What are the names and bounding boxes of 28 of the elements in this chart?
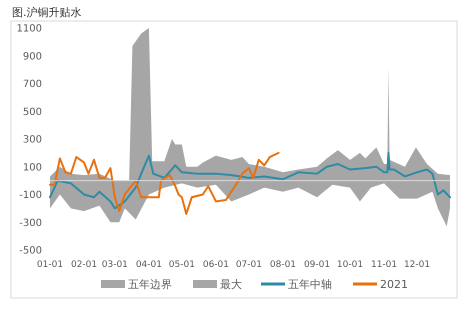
y-tick-label: -500 <box>19 246 42 256</box>
line-series <box>49 152 280 215</box>
legend-label: 五年边界 <box>128 278 172 291</box>
x-tick-label: 02-01 <box>70 260 98 270</box>
x-tick-label: 04-01 <box>136 260 162 270</box>
x-tick-label: 07-01 <box>236 260 262 270</box>
legend-label: 2021 <box>380 278 408 291</box>
x-tick-label: 10-01 <box>336 260 364 270</box>
legend-label: 五年中轴 <box>288 278 332 291</box>
x-tick-label: 03-01 <box>102 260 128 270</box>
chart-title: 图.沪铜升贴水 <box>12 6 82 19</box>
y-tick-label: 100 <box>22 162 42 174</box>
legend-label: 最大 <box>220 278 242 291</box>
y-tick-label: 500 <box>22 106 42 118</box>
x-tick-label: 05-01 <box>168 260 195 270</box>
y-tick-label: 1100 <box>16 24 42 34</box>
x-tick-label: 11-01 <box>370 260 398 270</box>
x-tick-label: 06-01 <box>202 260 230 270</box>
y-tick-label: 700 <box>22 79 42 90</box>
x-tick-label: 12-01 <box>404 260 430 270</box>
y-tick-label: 900 <box>22 51 42 62</box>
line-series <box>49 152 451 210</box>
x-tick-label: 08-01 <box>270 260 296 270</box>
x-tick-label: 01-01 <box>36 260 64 270</box>
x-tick-label: 09-01 <box>304 260 330 270</box>
y-tick-label: -300 <box>19 218 42 229</box>
y-tick-label: -100 <box>19 190 42 201</box>
y-tick-label: 300 <box>22 134 42 146</box>
